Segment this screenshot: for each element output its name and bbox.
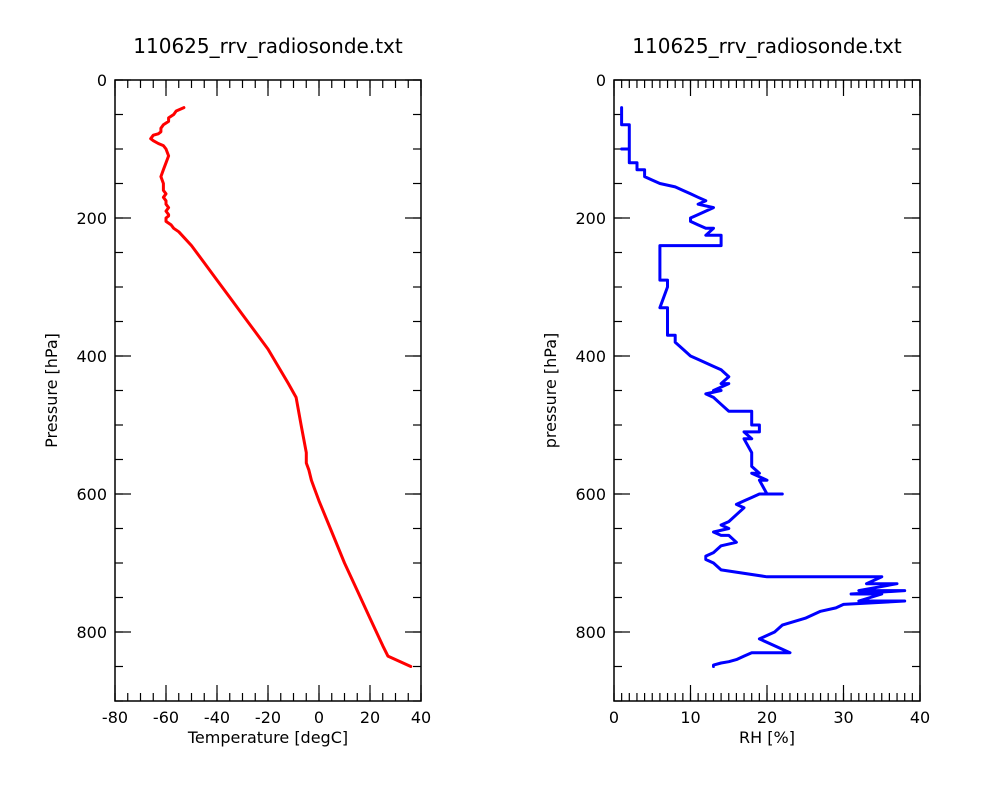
rh-y-tick-label: 600 xyxy=(575,485,606,504)
temperature-x-tick-label: 20 xyxy=(360,708,380,727)
temperature-y-axis-label: Pressure [hPa] xyxy=(42,333,61,448)
temperature-y-tick-label: 400 xyxy=(76,347,107,366)
rh-chart-title: 110625_rrv_radiosonde.txt xyxy=(632,34,902,58)
rh-y-tick-label: 200 xyxy=(575,209,606,228)
temperature-y-tick-label: 200 xyxy=(76,209,107,228)
temperature-y-tick-label: 800 xyxy=(76,623,107,642)
rh-plot-frame xyxy=(613,79,921,702)
temperature-y-tick-label: 600 xyxy=(76,485,107,504)
temperature-chart-title: 110625_rrv_radiosonde.txt xyxy=(133,34,403,58)
temperature-x-axis-label: Temperature [degC] xyxy=(187,728,348,747)
temperature-x-tick-label: 40 xyxy=(411,708,431,727)
temperature-profile-line xyxy=(149,106,413,668)
rh-y-tick-label: 400 xyxy=(575,347,606,366)
temperature-x-tick-label: -20 xyxy=(255,708,281,727)
rh-x-tick-label: 0 xyxy=(609,708,619,727)
rh-x-tick-label: 20 xyxy=(757,708,777,727)
rh-y-tick-label: 0 xyxy=(596,71,606,90)
rh-x-tick-label: 40 xyxy=(910,708,930,727)
rh-y-tick-label: 800 xyxy=(575,623,606,642)
rh-x-axis-label: RH [%] xyxy=(739,728,795,747)
temperature-y-tick-label: 0 xyxy=(97,71,107,90)
rh-x-tick-label: 30 xyxy=(833,708,853,727)
temperature-x-tick-label: -80 xyxy=(102,708,128,727)
rh-y-axis-label: pressure [hPa] xyxy=(541,333,560,449)
rh-profile-line xyxy=(620,106,907,668)
rh-x-tick-label: 10 xyxy=(680,708,700,727)
temperature-x-tick-label: -60 xyxy=(153,708,179,727)
temperature-x-tick-label: -40 xyxy=(204,708,230,727)
temperature-panel: 110625_rrv_radiosonde.txt -80 -60 -40 -20 0 20… xyxy=(42,34,431,747)
temperature-x-tick-label: 0 xyxy=(314,708,324,727)
